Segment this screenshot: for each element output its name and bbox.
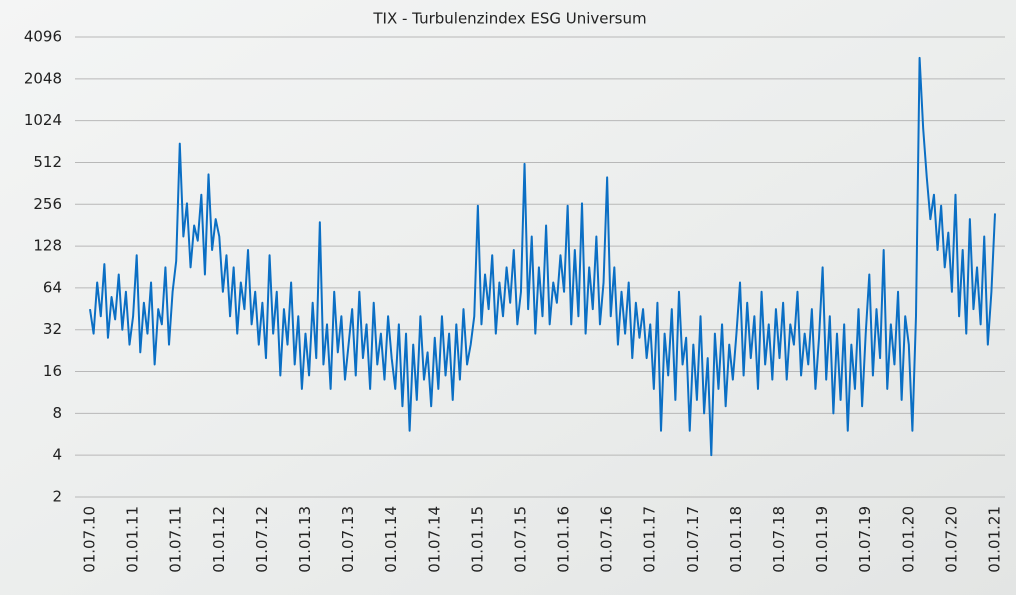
data-line bbox=[89, 56, 996, 457]
x-tick-label: 01.01.12 bbox=[210, 506, 228, 573]
y-tick-label: 8 bbox=[52, 404, 62, 422]
y-tick-label: 512 bbox=[33, 153, 62, 171]
x-tick-label: 01.07.11 bbox=[167, 506, 185, 573]
y-tick-label: 2 bbox=[52, 488, 62, 506]
y-tick-label: 4 bbox=[52, 446, 62, 464]
x-tick-label: 01.07.13 bbox=[339, 506, 357, 573]
x-tick-label: 01.01.21 bbox=[986, 506, 1004, 573]
x-tick-label: 01.07.17 bbox=[684, 506, 702, 573]
x-tick-label: 01.07.12 bbox=[253, 506, 271, 573]
x-tick-label: 01.01.13 bbox=[296, 506, 314, 573]
x-tick-label: 01.07.19 bbox=[856, 506, 874, 573]
y-tick-label: 256 bbox=[33, 195, 62, 213]
x-tick-label: 01.01.20 bbox=[899, 506, 917, 573]
y-tick-label: 64 bbox=[43, 278, 62, 296]
x-tick-label: 01.07.16 bbox=[598, 506, 616, 573]
x-tick-label: 01.07.14 bbox=[425, 506, 443, 573]
x-tick-label: 01.01.16 bbox=[555, 506, 573, 573]
y-tick-label: 16 bbox=[43, 362, 62, 380]
x-tick-label: 01.01.19 bbox=[813, 506, 831, 573]
x-tick-label: 01.07.20 bbox=[942, 506, 960, 573]
x-tick-label: 01.01.18 bbox=[727, 506, 745, 573]
y-tick-label: 1024 bbox=[24, 111, 62, 129]
x-tick-label: 01.07.10 bbox=[81, 506, 99, 573]
x-tick-label: 01.07.15 bbox=[511, 506, 529, 573]
x-tick-label: 01.01.11 bbox=[124, 506, 142, 573]
y-tick-label: 32 bbox=[43, 320, 62, 338]
y-tick-label: 2048 bbox=[24, 69, 62, 87]
x-tick-label: 01.01.15 bbox=[468, 506, 486, 573]
x-tick-label: 01.07.18 bbox=[770, 506, 788, 573]
x-tick-label: 01.01.17 bbox=[641, 506, 659, 573]
y-tick-label: 4096 bbox=[24, 28, 62, 46]
chart-title: TIX - Turbulenzindex ESG Universum bbox=[372, 10, 646, 28]
y-tick-label: 128 bbox=[33, 237, 62, 255]
x-tick-label: 01.01.14 bbox=[382, 506, 400, 573]
